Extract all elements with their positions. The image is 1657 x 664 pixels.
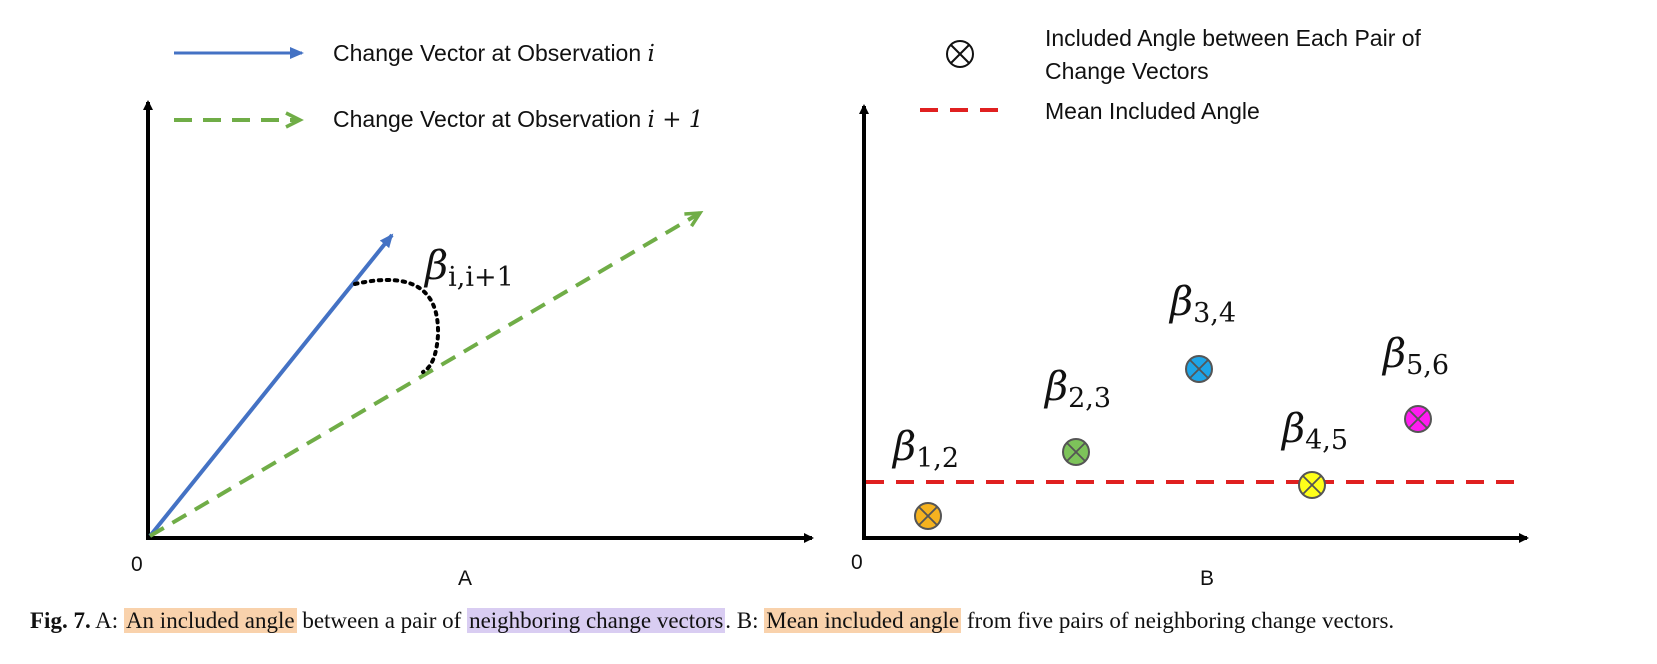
panel-b-point-2: β2,3 xyxy=(1043,364,1111,466)
legend-vector-i1: Change Vector at Observation i + 1 xyxy=(333,106,703,133)
caption-part3: . B: xyxy=(725,608,765,633)
panel-a-vector-i xyxy=(148,233,394,538)
legend: Change Vector at Observation i Change Ve… xyxy=(174,25,1422,133)
legend-included-angle-line2: Change Vectors xyxy=(1045,58,1209,84)
panel-b-point-label-3: β3,4 xyxy=(1168,279,1236,329)
panel-b: 0 B β1,2 β2,3 β3,4 β4,5 β5,6 xyxy=(851,104,1529,590)
panel-a-origin-label: 0 xyxy=(131,553,143,576)
panel-b-label: B xyxy=(1200,567,1214,590)
caption-part2: between a pair of xyxy=(296,608,468,633)
panel-b-point-3: β3,4 xyxy=(1168,279,1236,383)
legend-included-angle-line1: Included Angle between Each Pair of xyxy=(1045,25,1422,51)
caption-highlight-2: neighboring change vectors xyxy=(467,608,726,633)
caption-label: Fig. 7. xyxy=(30,608,91,633)
panel-b-points: β1,2 β2,3 β3,4 β4,5 β5,6 xyxy=(891,279,1449,530)
legend-mean-angle: Mean Included Angle xyxy=(1045,98,1260,124)
panel-a-vector-i1 xyxy=(148,211,704,538)
panel-b-point-label-4: β4,5 xyxy=(1280,406,1348,456)
panel-b-point-label-5: β5,6 xyxy=(1381,331,1449,381)
caption-highlight-1: An included angle xyxy=(123,608,297,633)
caption-part4: from five pairs of neighboring change ve… xyxy=(961,608,1395,633)
panel-b-point-label-1: β1,2 xyxy=(891,424,959,474)
caption-highlight-3: Mean included angle xyxy=(764,608,962,633)
panel-b-point-5: β5,6 xyxy=(1381,331,1449,433)
panel-b-point-4: β4,5 xyxy=(1280,406,1348,499)
panel-a-angle-arc xyxy=(353,278,441,374)
panel-a-label: A xyxy=(458,567,472,590)
caption-part1: A: xyxy=(90,608,124,633)
panel-b-origin-label: 0 xyxy=(851,551,863,574)
panel-a-angle-label: βi,i+1 xyxy=(423,243,514,293)
legend-otimes-icon xyxy=(946,40,974,68)
figure-canvas: Change Vector at Observation i Change Ve… xyxy=(131,25,1529,590)
panel-b-point-label-2: β2,3 xyxy=(1043,364,1111,414)
legend-vector-i: Change Vector at Observation i xyxy=(333,40,655,67)
panel-a: 0 A βi,i+1 xyxy=(131,100,814,590)
figure-caption: Fig. 7. A: An included angle between a p… xyxy=(30,608,1650,634)
panel-b-point-1: β1,2 xyxy=(891,424,959,530)
